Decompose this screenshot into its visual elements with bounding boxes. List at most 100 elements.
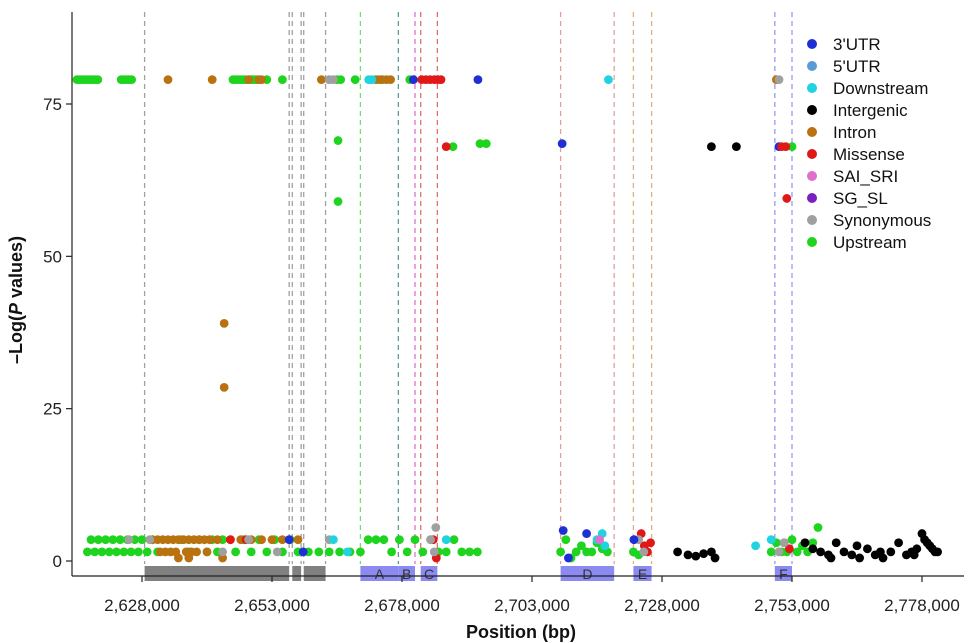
data-point xyxy=(324,75,334,85)
legend-key xyxy=(807,149,817,159)
data-point xyxy=(582,529,591,538)
data-point xyxy=(333,197,343,206)
data-point xyxy=(231,547,241,557)
data-point xyxy=(174,553,183,563)
data-point xyxy=(226,535,235,545)
data-point xyxy=(145,535,155,545)
data-point xyxy=(787,535,797,545)
legend-label: Synonymous xyxy=(833,211,931,230)
data-point xyxy=(133,547,143,557)
data-point xyxy=(577,541,586,551)
gene-bar xyxy=(420,566,438,581)
data-point xyxy=(218,553,228,563)
data-point xyxy=(629,535,639,545)
data-point xyxy=(267,535,277,545)
data-point xyxy=(816,547,825,557)
data-point xyxy=(808,538,818,548)
data-point xyxy=(556,547,565,557)
vertical-guide-lines xyxy=(143,12,793,564)
data-point xyxy=(473,75,483,85)
data-point xyxy=(410,535,420,545)
data-point xyxy=(262,547,272,557)
gene-bar xyxy=(360,566,399,581)
gene-bar-label: F xyxy=(779,566,788,582)
data-point xyxy=(395,535,404,545)
y-axis-title-suffix: values) xyxy=(6,236,26,303)
data-point xyxy=(800,538,810,548)
legend-label: Intron xyxy=(833,123,876,142)
data-point xyxy=(673,547,682,557)
data-point xyxy=(707,142,716,152)
data-point xyxy=(595,535,604,545)
data-point xyxy=(328,535,338,545)
data-point xyxy=(691,551,701,561)
data-point xyxy=(426,535,435,545)
data-point xyxy=(855,553,864,563)
data-point xyxy=(731,142,741,152)
legend-key xyxy=(807,105,817,115)
legend-key xyxy=(807,61,817,71)
data-point xyxy=(298,547,308,557)
legend: 3'UTR 5'UTR Downstream Intergenic Intron Miss… xyxy=(807,35,931,252)
data-point xyxy=(207,75,217,85)
data-point xyxy=(930,547,940,557)
data-point xyxy=(333,136,343,145)
data-point xyxy=(604,75,613,85)
y-tick-label: 0 xyxy=(53,552,62,571)
data-point xyxy=(646,538,655,548)
data-point xyxy=(272,547,282,557)
data-point xyxy=(639,547,649,557)
data-point xyxy=(751,541,760,551)
data-point xyxy=(441,535,451,545)
data-point xyxy=(920,535,929,545)
legend-key xyxy=(807,83,817,93)
data-point xyxy=(894,538,903,548)
x-axis-title: Position (bp) xyxy=(466,622,576,642)
legend-key xyxy=(807,127,817,137)
gene-bar xyxy=(292,566,302,581)
data-point xyxy=(336,75,346,85)
x-ticks: 2,628,000 2,653,000 2,678,000 2,703,000 2,72… xyxy=(104,576,960,615)
data-point xyxy=(387,547,396,557)
data-point xyxy=(257,535,266,545)
gene-bar-label: A xyxy=(375,566,385,582)
gene-bar xyxy=(774,566,792,581)
data-point xyxy=(108,535,118,545)
gene-bar xyxy=(633,566,652,581)
data-point xyxy=(213,535,222,545)
y-tick-label: 75 xyxy=(43,95,62,114)
gene-bar xyxy=(144,566,290,581)
data-point xyxy=(847,550,857,560)
data-point xyxy=(202,547,212,557)
data-point xyxy=(561,535,571,545)
data-point xyxy=(683,550,693,560)
data-point xyxy=(710,553,720,563)
data-point xyxy=(475,139,485,149)
data-point xyxy=(409,75,418,85)
legend-key xyxy=(807,193,817,203)
data-point xyxy=(863,544,872,554)
axes xyxy=(71,12,964,577)
data-point xyxy=(909,550,919,560)
legend-key xyxy=(807,215,817,225)
y-axis-title: –Log(P values) xyxy=(6,236,26,364)
data-point xyxy=(839,547,849,557)
data-point xyxy=(826,553,836,563)
data-point xyxy=(876,547,885,557)
data-point xyxy=(785,544,794,554)
data-point xyxy=(284,535,294,545)
gene-bar-label: D xyxy=(582,566,592,582)
data-point xyxy=(699,549,708,559)
data-point xyxy=(218,547,228,557)
data-point xyxy=(244,535,254,545)
data-point xyxy=(766,535,776,545)
y-tick-label: 25 xyxy=(43,400,62,419)
data-point xyxy=(124,535,134,545)
data-point xyxy=(367,75,377,85)
legend-label: 3'UTR xyxy=(833,35,881,54)
data-point xyxy=(93,535,103,545)
data-point xyxy=(402,547,412,557)
data-point xyxy=(343,547,352,557)
x-tick-label: 2,728,000 xyxy=(624,596,700,615)
data-point xyxy=(429,547,439,557)
